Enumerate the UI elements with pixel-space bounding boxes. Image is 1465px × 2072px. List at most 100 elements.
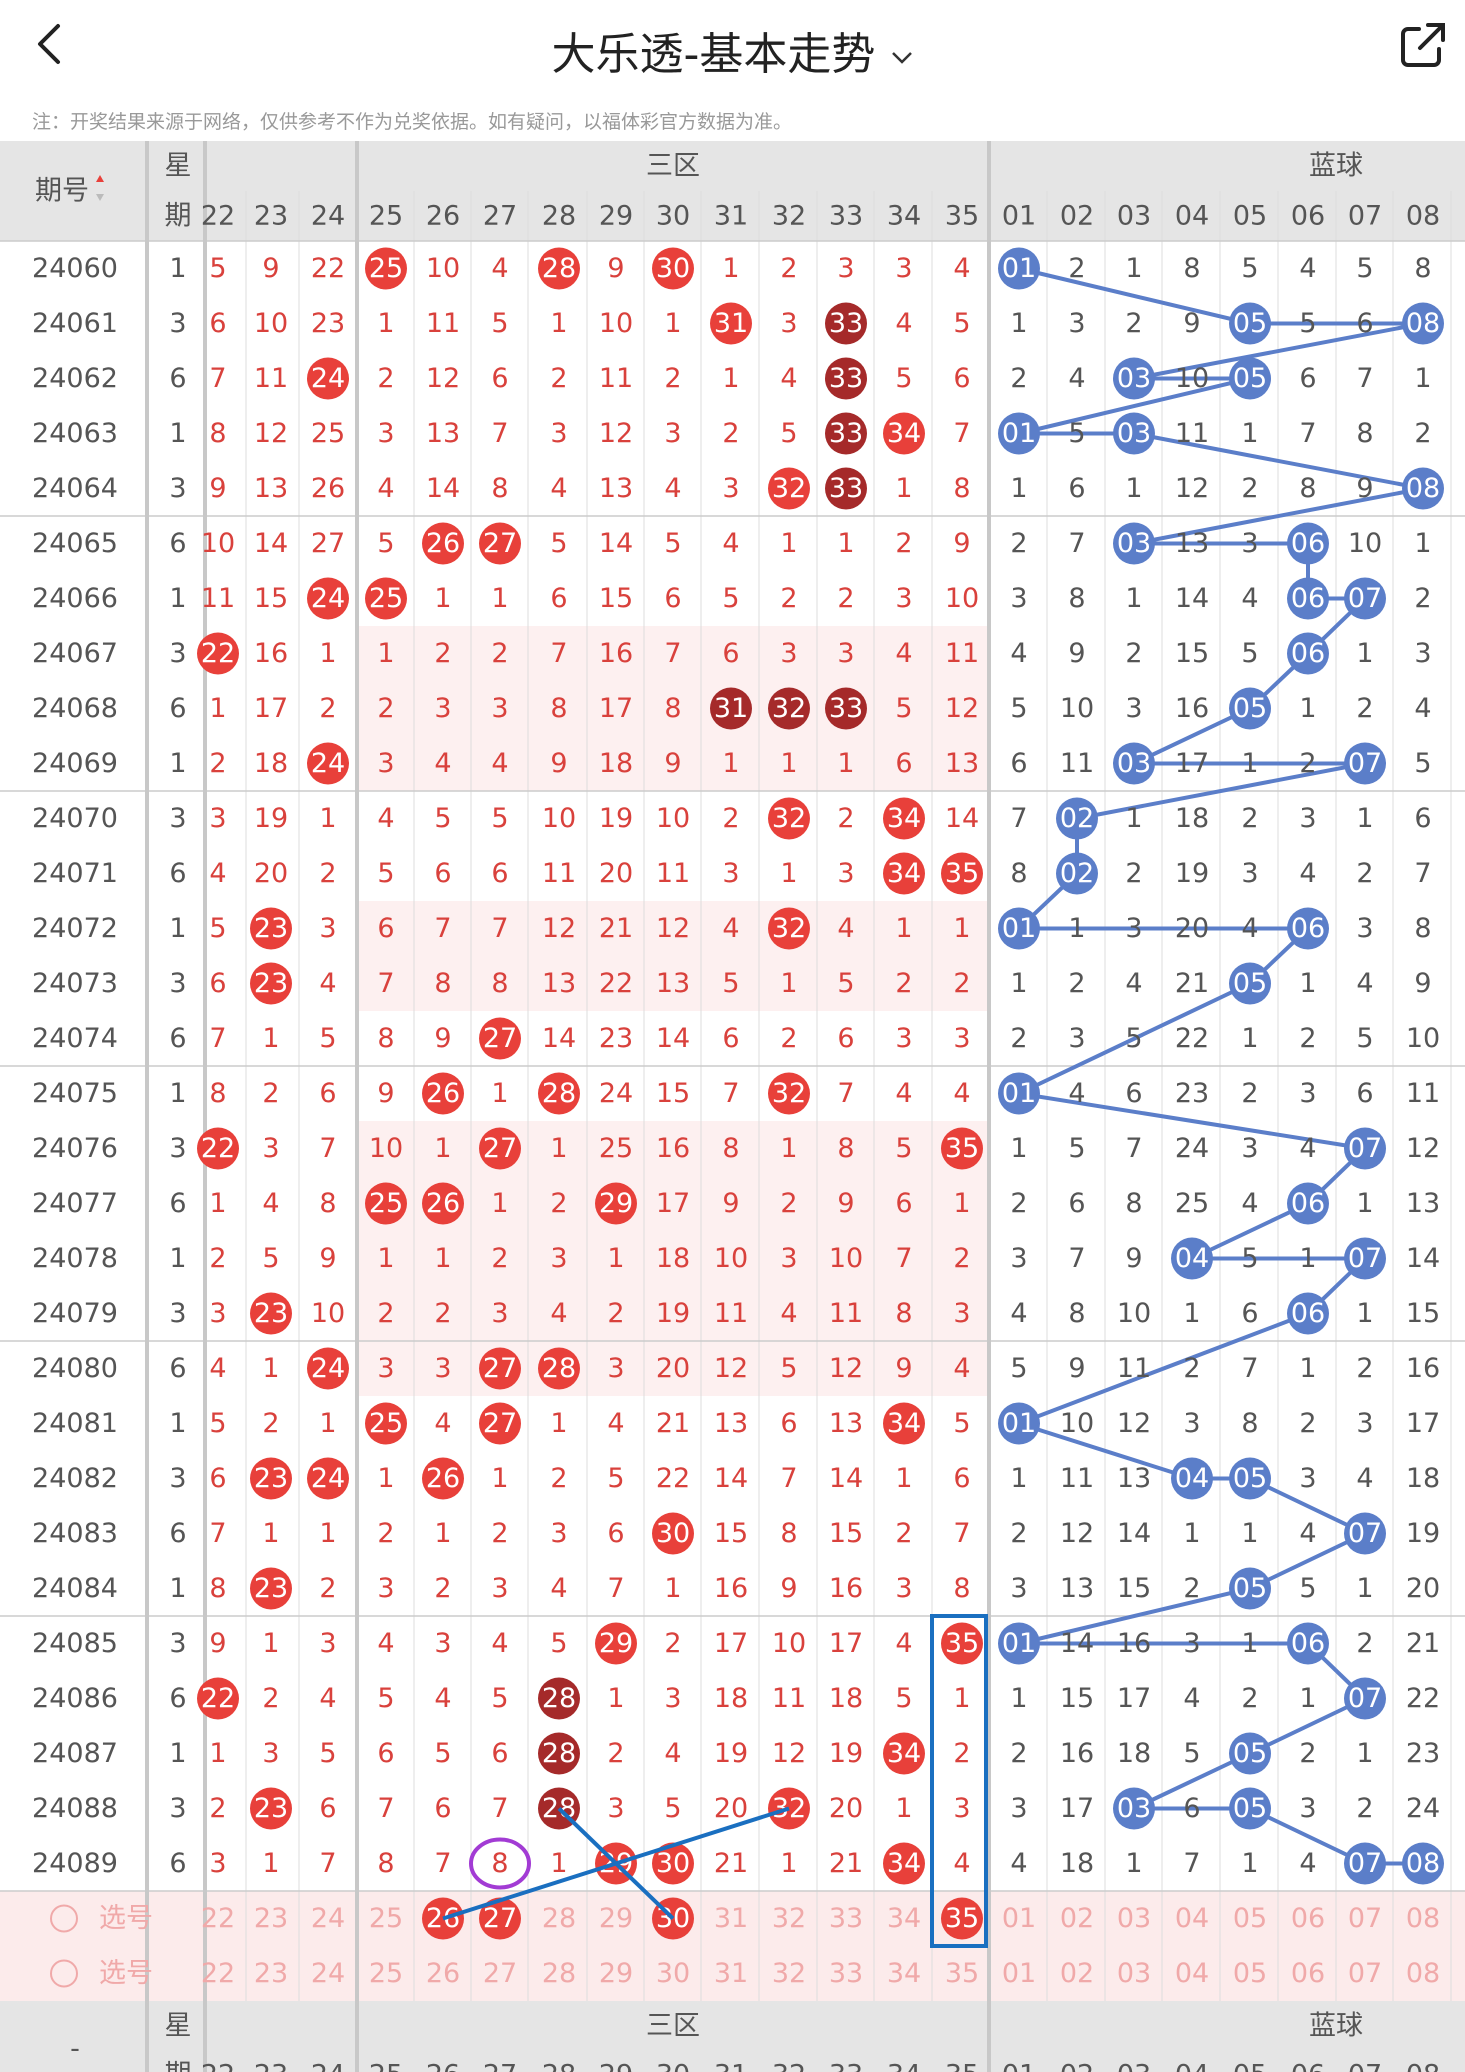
red-omission: 3 bbox=[837, 253, 854, 284]
pick-red-number[interactable]: 33 bbox=[829, 1958, 863, 1989]
blue-omission: 2 bbox=[1299, 1408, 1316, 1439]
red-omission: 1 bbox=[722, 363, 739, 394]
pick-blue-number[interactable]: 08 bbox=[1406, 1903, 1440, 1934]
red-omission: 1 bbox=[377, 1463, 394, 1494]
pick-blue-number[interactable]: 05 bbox=[1233, 1903, 1267, 1934]
pick-blue-number[interactable]: 06 bbox=[1291, 1958, 1325, 1989]
page-title[interactable]: 大乐透-基本走势 bbox=[0, 18, 1465, 82]
red-column-header: 34 bbox=[887, 201, 921, 232]
red-omission: 4 bbox=[837, 913, 854, 944]
blue-omission: 21 bbox=[1406, 1628, 1440, 1659]
blue-omission: 12 bbox=[1175, 473, 1209, 504]
red-omission: 6 bbox=[209, 968, 226, 999]
blue-omission: 2 bbox=[1241, 473, 1258, 504]
red-omission: 3 bbox=[607, 1793, 624, 1824]
issue-number: 24088 bbox=[32, 1793, 118, 1824]
red-ball bbox=[422, 522, 464, 565]
table-row: 24066 1 11 15 24 25 1 1 6 15 6 5 2 2 3 10 3 8 1 14 4 06 07 2 bbox=[32, 577, 1432, 620]
pick-red-number[interactable]: 30 bbox=[656, 1958, 690, 1989]
pick-red-number[interactable]: 29 bbox=[599, 1903, 633, 1934]
red-ball bbox=[479, 1347, 521, 1390]
share-icon[interactable] bbox=[1398, 20, 1448, 70]
pick-red-number[interactable]: 28 bbox=[542, 1903, 576, 1934]
pick-blue-number[interactable]: 01 bbox=[1002, 1958, 1036, 1989]
pick-red-number[interactable]: 32 bbox=[772, 1958, 806, 1989]
pick-label[interactable]: 选号 bbox=[99, 1958, 153, 1989]
pick-red-number[interactable]: 25 bbox=[369, 1903, 403, 1934]
red-omission: 9 bbox=[209, 1628, 226, 1659]
pick-blue-number[interactable]: 01 bbox=[1002, 1903, 1036, 1934]
red-omission: 5 bbox=[491, 803, 508, 834]
red-omission: 12 bbox=[772, 1738, 806, 1769]
blue-omission: 3 bbox=[1414, 638, 1431, 669]
pick-label[interactable]: 选号 bbox=[99, 1903, 153, 1934]
pick-blue-number[interactable]: 03 bbox=[1117, 1958, 1151, 1989]
red-omission: 7 bbox=[491, 1793, 508, 1824]
red-omission: 4 bbox=[607, 1408, 624, 1439]
red-ball bbox=[825, 687, 867, 730]
pick-blue-number[interactable]: 04 bbox=[1175, 1958, 1209, 1989]
pick-red-number[interactable]: 34 bbox=[887, 1903, 921, 1934]
pick-red-number[interactable]: 34 bbox=[887, 1958, 921, 1989]
blue-omission: 5 bbox=[1183, 1738, 1200, 1769]
red-ball-number: 26 bbox=[426, 528, 460, 559]
red-omission: 1 bbox=[377, 638, 394, 669]
issue-header[interactable]: 期号 bbox=[35, 176, 89, 207]
pick-blue-number[interactable]: 02 bbox=[1060, 1903, 1094, 1934]
red-omission: 27 bbox=[311, 528, 345, 559]
pick-red-number[interactable]: 25 bbox=[369, 1958, 403, 1989]
annotation-box bbox=[930, 1614, 988, 1948]
blue-ball-number: 08 bbox=[1406, 1848, 1440, 1879]
pick-red-number[interactable]: 31 bbox=[714, 1903, 748, 1934]
issue-number: 24066 bbox=[32, 583, 118, 614]
blue-ball bbox=[998, 412, 1040, 455]
pick-blue-number[interactable]: 02 bbox=[1060, 1958, 1094, 1989]
blue-omission: 2 bbox=[1356, 1628, 1373, 1659]
pick-red-number[interactable]: 35 bbox=[945, 1958, 979, 1989]
red-omission: 5 bbox=[664, 528, 681, 559]
pick-blue-number[interactable]: 06 bbox=[1291, 1903, 1325, 1934]
red-omission: 6 bbox=[722, 1023, 739, 1054]
pick-red-number[interactable]: 24 bbox=[311, 1958, 345, 1989]
red-ball bbox=[479, 1402, 521, 1445]
pick-red-number[interactable]: 23 bbox=[254, 1958, 288, 1989]
blue-omission: 3 bbox=[1125, 693, 1142, 724]
pick-selected-number[interactable]: 27 bbox=[483, 1903, 517, 1934]
pick-red-number[interactable]: 22 bbox=[201, 1903, 235, 1934]
pick-red-number[interactable]: 32 bbox=[772, 1903, 806, 1934]
blue-ball-number: 04 bbox=[1175, 1243, 1209, 1274]
red-omission: 2 bbox=[319, 858, 336, 889]
pick-red-number[interactable]: 27 bbox=[483, 1958, 517, 1989]
pick-blue-number[interactable]: 03 bbox=[1117, 1903, 1151, 1934]
pick-blue-number[interactable]: 07 bbox=[1348, 1903, 1382, 1934]
red-omission: 10 bbox=[201, 528, 235, 559]
blue-omission: 7 bbox=[1241, 1353, 1258, 1384]
pick-blue-number[interactable]: 05 bbox=[1233, 1958, 1267, 1989]
disclaimer-note: 注：开奖结果来源于网络，仅供参考不作为兑奖依据。如有疑问，以福体彩官方数据为准。 bbox=[32, 111, 793, 133]
pick-blue-number[interactable]: 08 bbox=[1406, 1958, 1440, 1989]
red-omission: 4 bbox=[664, 1738, 681, 1769]
red-omission: 4 bbox=[953, 1848, 970, 1879]
pick-selected-number[interactable]: 35 bbox=[945, 1903, 979, 1934]
blue-ball bbox=[1229, 687, 1271, 730]
pick-blue-number[interactable]: 04 bbox=[1175, 1903, 1209, 1934]
pick-red-number[interactable]: 24 bbox=[311, 1903, 345, 1934]
pick-blue-number[interactable]: 07 bbox=[1348, 1958, 1382, 1989]
footer-red-column: 27 bbox=[483, 2060, 517, 2072]
pick-red-number[interactable]: 23 bbox=[254, 1903, 288, 1934]
pick-red-number[interactable]: 28 bbox=[542, 1958, 576, 1989]
red-ball-number: 35 bbox=[945, 858, 979, 889]
blue-omission: 17 bbox=[1175, 748, 1209, 779]
red-omission: 4 bbox=[895, 638, 912, 669]
back-arrow-icon[interactable] bbox=[30, 22, 74, 66]
blue-omission: 3 bbox=[1068, 308, 1085, 339]
pick-red-number[interactable]: 33 bbox=[829, 1903, 863, 1934]
pick-red-number[interactable]: 29 bbox=[599, 1958, 633, 1989]
pick-red-number[interactable]: 22 bbox=[201, 1958, 235, 1989]
red-omission: 11 bbox=[599, 363, 633, 394]
blue-omission: 2 bbox=[1241, 1078, 1258, 1109]
pick-red-number[interactable]: 26 bbox=[426, 1958, 460, 1989]
pick-red-number[interactable]: 31 bbox=[714, 1958, 748, 1989]
issue-number: 24083 bbox=[32, 1518, 118, 1549]
